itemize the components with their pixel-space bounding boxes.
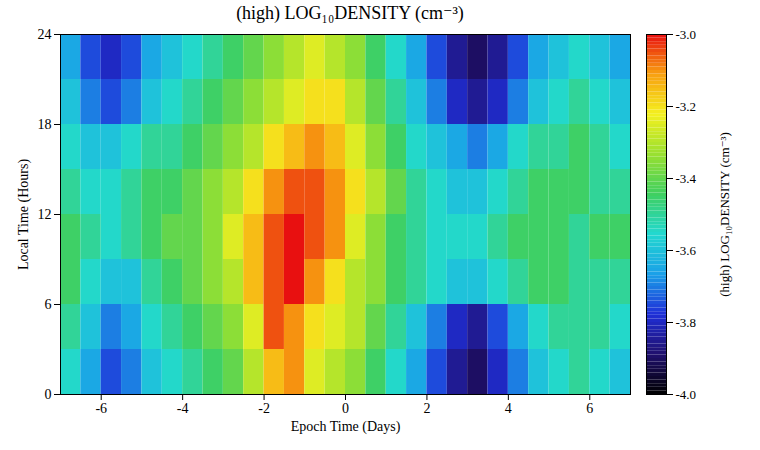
svg-text:-3.6: -3.6 — [676, 243, 697, 258]
svg-text:6: 6 — [586, 401, 593, 416]
html-text:(high) LOG₁₀DENSITY (cm⁻³): (high) LOG₁₀DENSITY (cm⁻³) — [236, 3, 464, 23]
svg-text:-2: -2 — [258, 401, 270, 416]
svg-text:6: 6 — [45, 297, 52, 312]
svg-text:-3.0: -3.0 — [676, 27, 697, 42]
svg-text:-4: -4 — [177, 401, 189, 416]
svg-text:24: 24 — [38, 27, 52, 42]
svg-text:2: 2 — [423, 401, 430, 416]
svg-text:0: 0 — [342, 401, 349, 416]
svg-text:Epoch Time (Days): Epoch Time (Days) — [291, 419, 401, 435]
svg-text:18: 18 — [38, 117, 52, 132]
svg-text:-3.8: -3.8 — [676, 315, 697, 330]
svg-text:4: 4 — [505, 401, 512, 416]
svg-text:(high) LOG₁₀DENSITY (cm⁻³): (high) LOG₁₀DENSITY (cm⁻³) — [717, 132, 732, 296]
svg-text:-3.4: -3.4 — [676, 171, 697, 186]
svg-text:-6: -6 — [95, 401, 107, 416]
svg-text:12: 12 — [38, 207, 52, 222]
svg-text:0: 0 — [45, 387, 52, 402]
svg-text:-3.2: -3.2 — [676, 99, 697, 114]
svg-text:Local Time (Hours): Local Time (Hours) — [16, 159, 32, 271]
svg-text:-4.0: -4.0 — [676, 387, 697, 402]
